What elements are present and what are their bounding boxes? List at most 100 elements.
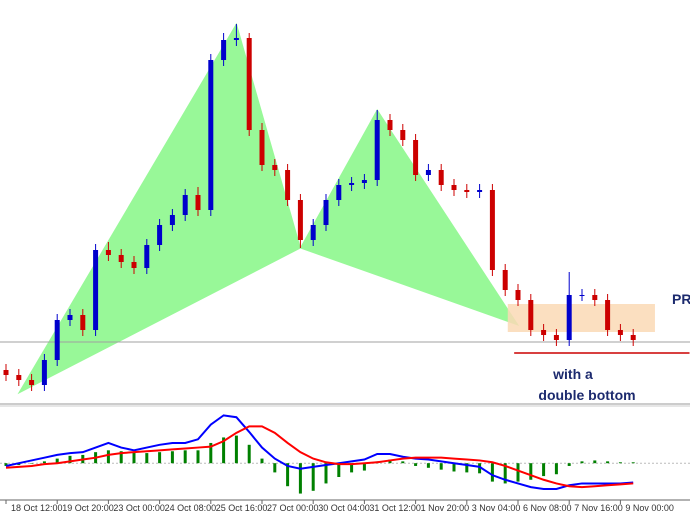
candle-body: [29, 380, 35, 385]
histogram-bar: [439, 463, 443, 470]
x-tick-label: 6 Nov 08:00: [523, 503, 572, 513]
histogram-bar: [55, 458, 59, 464]
x-tick-label: 1 Nov 20:00: [421, 503, 470, 513]
histogram-bar: [426, 463, 430, 468]
candle-body: [451, 185, 457, 190]
annotation: PR: [672, 291, 690, 307]
x-tick-label: 24 Oct 08:00: [165, 503, 217, 513]
price-panel: [0, 22, 690, 395]
histogram-bar: [234, 435, 238, 464]
candle-body: [16, 375, 22, 380]
x-tick-label: 27 Oct 00:00: [267, 503, 319, 513]
histogram-bar: [30, 463, 34, 464]
candle-body: [131, 262, 137, 268]
candle-body: [566, 295, 572, 340]
histogram-bar: [298, 463, 302, 494]
candle-body: [169, 215, 175, 225]
candle-body: [54, 320, 60, 360]
candle-body: [477, 190, 483, 192]
histogram-bar: [593, 460, 597, 464]
x-tick-label: 23 Oct 00:00: [113, 503, 165, 513]
histogram-bar: [286, 463, 290, 487]
histogram-bar: [4, 463, 8, 466]
histogram-bar: [490, 463, 494, 482]
histogram-bar: [132, 452, 136, 464]
histogram-bar: [567, 463, 571, 466]
candle-body: [67, 315, 73, 320]
candle-body: [272, 165, 278, 170]
candle-body: [515, 290, 521, 300]
histogram-bar: [119, 451, 123, 464]
histogram-bar: [311, 463, 315, 491]
candle-body: [297, 200, 303, 240]
histogram-bar: [414, 463, 418, 466]
candle-body: [413, 140, 419, 175]
candle-body: [144, 245, 150, 268]
histogram-bar: [145, 453, 149, 464]
histogram-bar: [222, 437, 226, 464]
candle-body: [259, 130, 265, 165]
histogram-bar: [247, 444, 251, 464]
annotation: double bottom: [538, 387, 635, 403]
candle-body: [361, 180, 367, 183]
histogram-bar: [452, 463, 456, 472]
histogram-bar: [196, 450, 200, 464]
candle-body: [93, 250, 99, 330]
histogram-bar: [158, 452, 162, 464]
candle-body: [118, 255, 124, 262]
candle-body: [195, 195, 201, 210]
histogram-bar: [337, 463, 341, 477]
histogram-bar: [273, 463, 277, 473]
candle-body: [605, 300, 611, 330]
histogram-bar: [42, 461, 46, 464]
candle-body: [464, 190, 470, 192]
candle-body: [425, 170, 431, 175]
x-tick-label: 31 Oct 12:00: [369, 503, 421, 513]
histogram-bar: [324, 463, 328, 484]
histogram-bar: [170, 451, 174, 464]
harmonic-pattern: [17, 22, 301, 395]
histogram-bar: [106, 450, 110, 464]
candle-body: [105, 250, 111, 255]
candle-body: [41, 360, 47, 385]
candle-body: [374, 120, 380, 180]
signal-line: [5, 425, 634, 489]
candle-body: [630, 335, 636, 340]
histogram-bar: [260, 458, 264, 464]
histogram-bar: [362, 463, 366, 471]
candle-body: [246, 38, 252, 130]
x-tick-label: 30 Oct 04:00: [318, 503, 370, 513]
candle-body: [157, 225, 163, 245]
candle-body: [553, 335, 559, 340]
histogram-bar: [401, 461, 405, 464]
histogram-bar: [542, 463, 546, 477]
candle-body: [387, 120, 393, 130]
histogram-bar: [183, 450, 187, 464]
candle-body: [617, 330, 623, 335]
candle-body: [3, 370, 9, 375]
x-tick-label: 19 Oct 20:00: [62, 503, 114, 513]
x-tick-label: 18 Oct 12:00: [11, 503, 63, 513]
candle-body: [592, 295, 598, 300]
candle-body: [285, 170, 291, 200]
candle-body: [579, 295, 585, 296]
candle-body: [221, 40, 227, 60]
x-tick-label: 7 Nov 16:00: [574, 503, 623, 513]
x-tick-label: 3 Nov 04:00: [472, 503, 521, 513]
candle-body: [233, 38, 239, 40]
candle-body: [80, 315, 86, 330]
candle-body: [182, 195, 188, 215]
histogram-bar: [68, 455, 72, 464]
histogram-bar: [580, 461, 584, 464]
candle-body: [349, 183, 355, 185]
candle-body: [400, 130, 406, 140]
x-tick-label: 25 Oct 16:00: [216, 503, 268, 513]
candle-body: [336, 185, 342, 200]
histogram-bar: [618, 462, 622, 464]
x-tick-label: 9 Nov 00:00: [625, 503, 674, 513]
candle-body: [310, 225, 316, 240]
candle-body: [208, 60, 214, 210]
macd-line: [5, 414, 634, 490]
